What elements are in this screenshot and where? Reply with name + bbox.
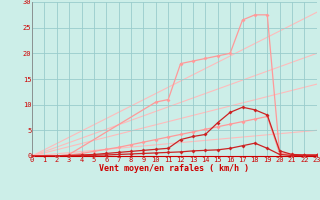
X-axis label: Vent moyen/en rafales ( km/h ): Vent moyen/en rafales ( km/h ) [100, 164, 249, 173]
